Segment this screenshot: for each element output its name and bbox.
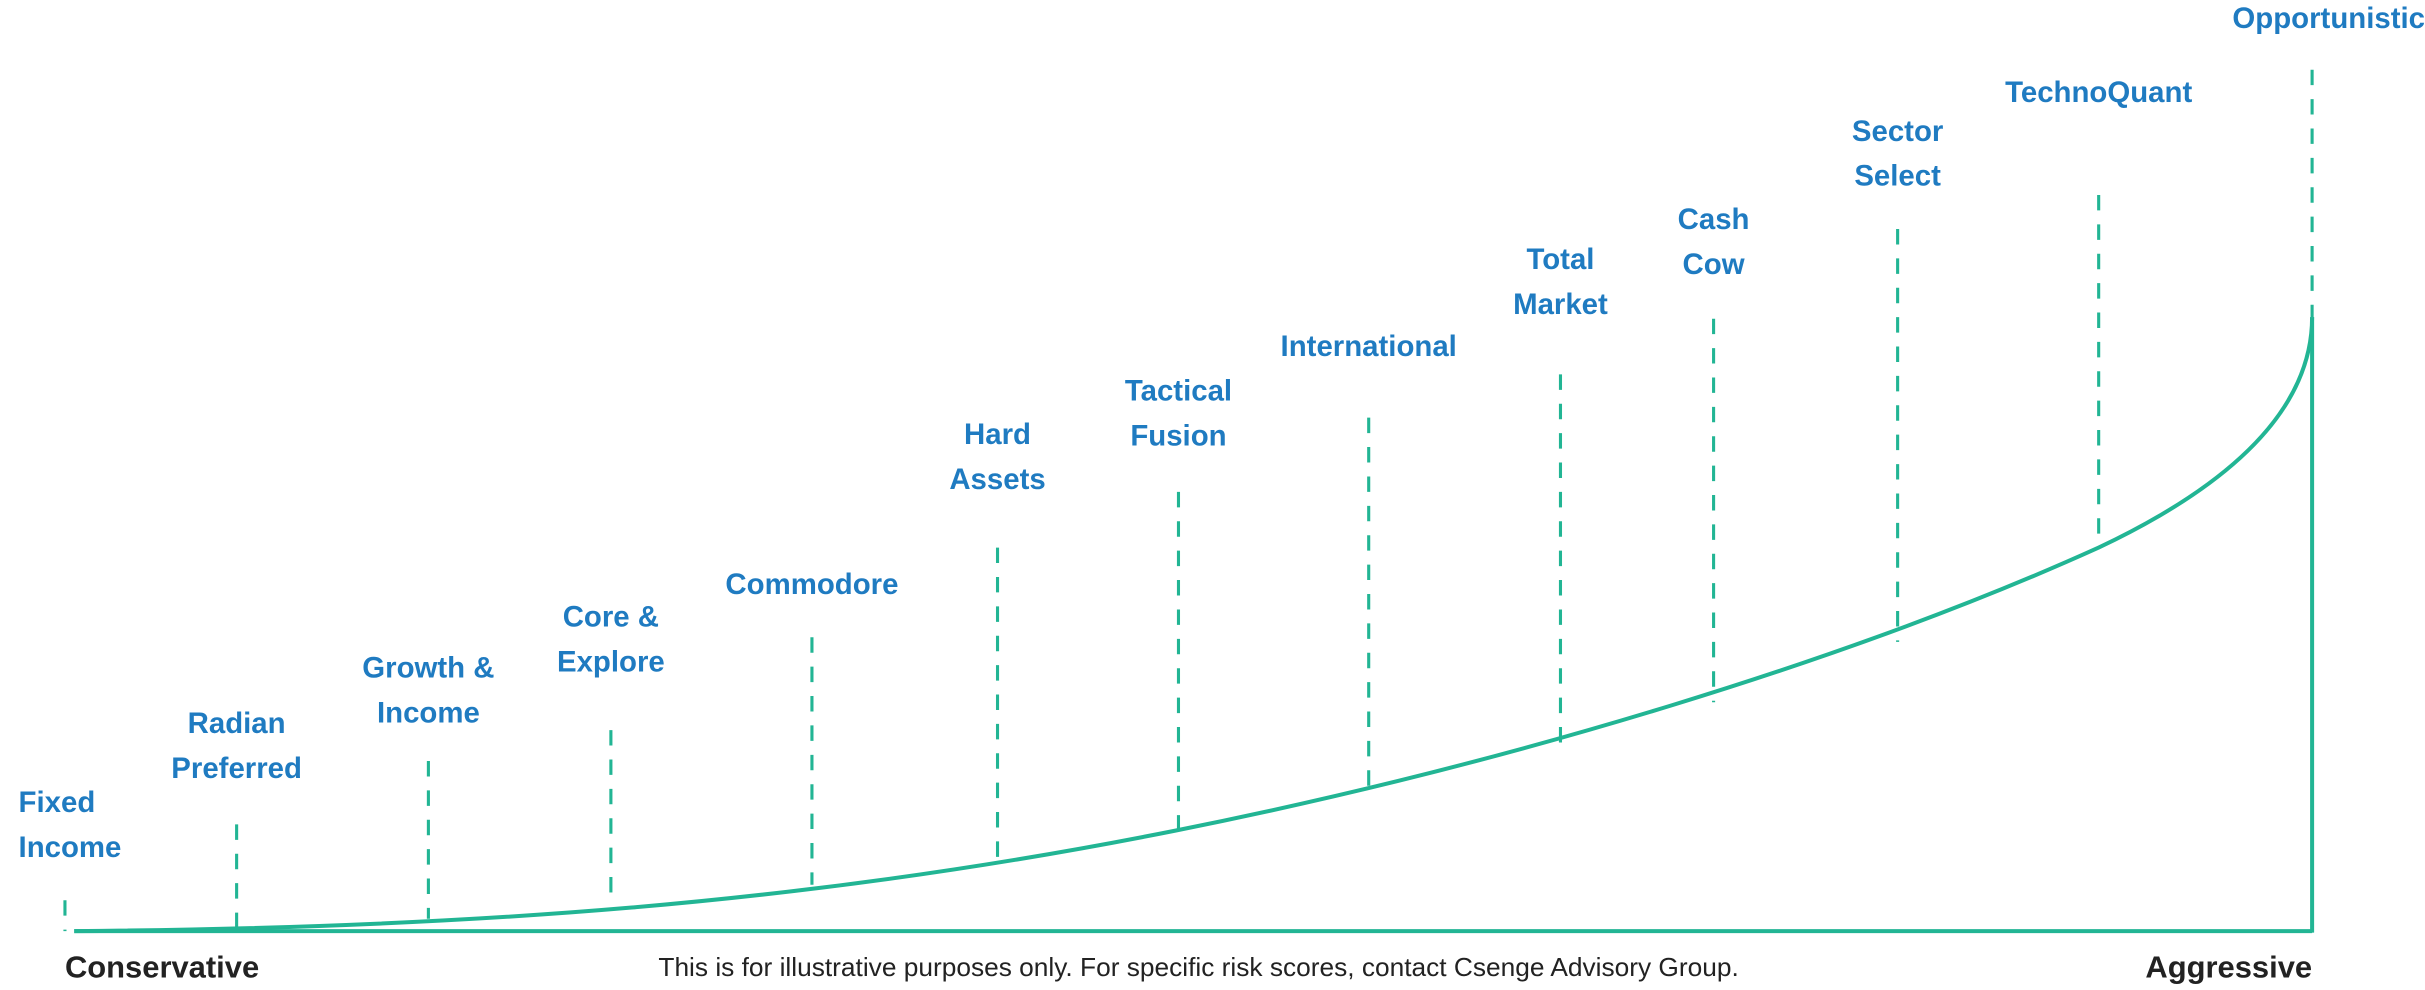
strategy-label: Income [19,831,122,864]
strategy-label: Market [1513,288,1608,321]
strategy-label: Assets [949,463,1045,496]
risk-curve [74,317,2315,934]
strategy-label: Radian [188,707,286,740]
strategy-label: Select [1854,160,1941,193]
strategy-label: Commodore [725,568,898,601]
strategy-label: Fusion [1130,420,1226,453]
aggressive-label: Aggressive [2145,950,2312,985]
strategy-label: Tactical [1125,375,1232,408]
strategy-label: Cow [1683,248,1745,281]
strategy-label: Total [1526,243,1594,276]
strategy-label: Cash [1678,203,1750,236]
strategy-label: Preferred [171,752,302,785]
strategy-label: Fixed [19,786,96,819]
disclaimer: This is for illustrative purposes only. … [658,952,1738,982]
strategy-label: Income [377,696,480,729]
strategy-label: Growth & [362,652,494,685]
strategy-labels: Fixed Income Radian Preferred Growth & Income… [19,2,2425,864]
strategy-label: TechnoQuant [2005,76,2192,109]
strategy-label: Opportunistic [2232,2,2425,35]
strategy-label: Core & [563,600,659,633]
strategy-label: Sector [1852,115,1943,148]
strategy-markers [63,69,2314,932]
strategy-label: International [1281,330,1457,363]
conservative-label: Conservative [65,950,259,985]
strategy-label: Explore [557,645,665,678]
strategy-label: Hard [964,418,1031,451]
